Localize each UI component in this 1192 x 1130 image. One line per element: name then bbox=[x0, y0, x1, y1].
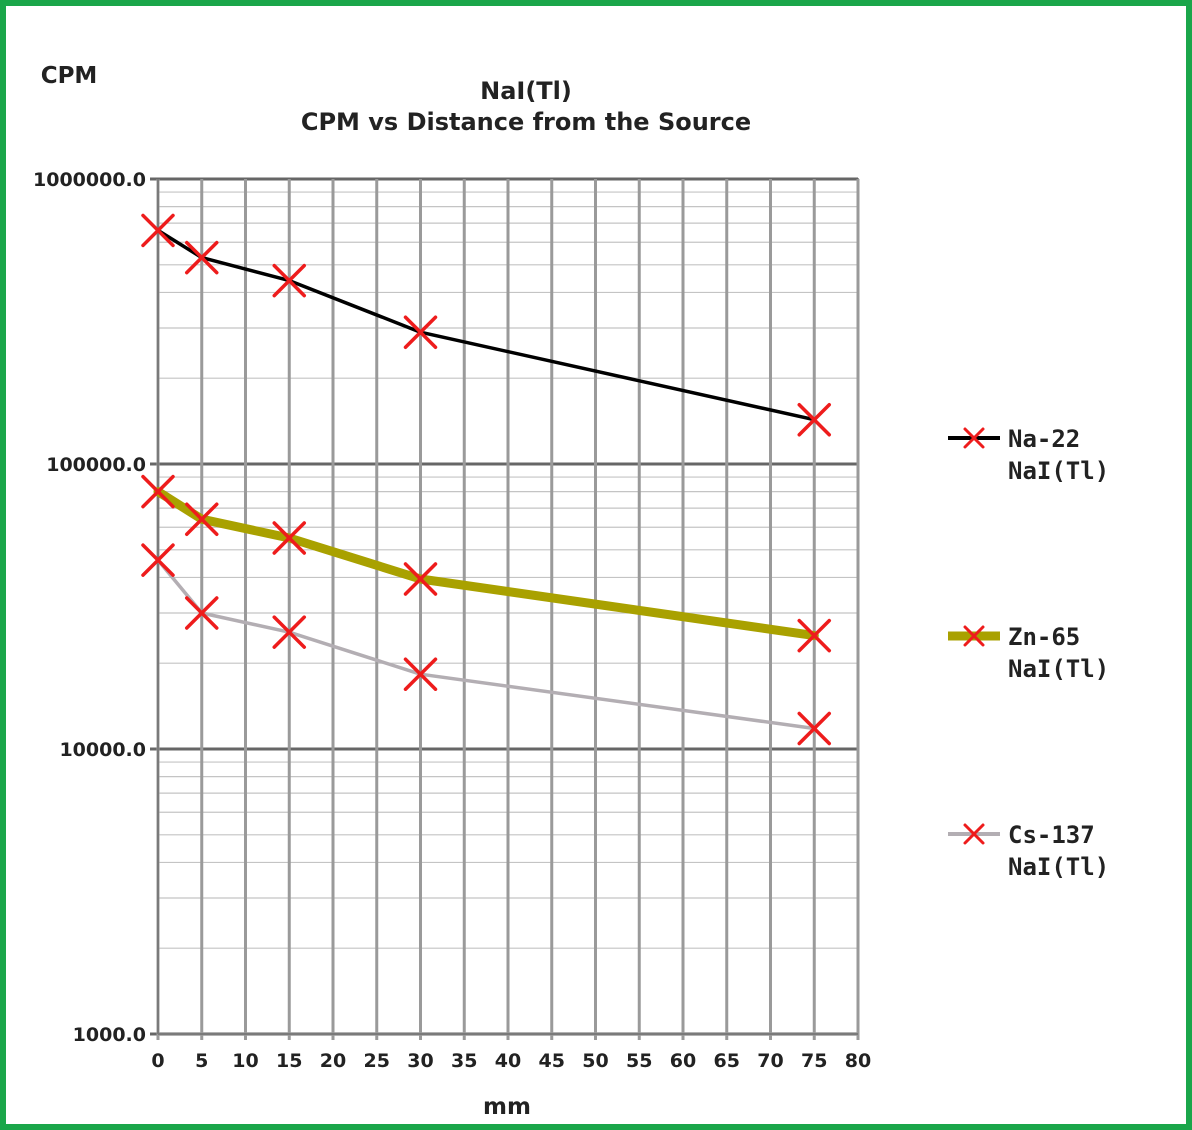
data-point bbox=[141, 213, 175, 248]
data-point bbox=[185, 240, 219, 275]
legend-label: Zn-65 bbox=[1008, 623, 1080, 651]
legend-marker bbox=[963, 823, 985, 845]
legend-label: Cs-137 bbox=[1008, 821, 1095, 849]
legend-sublabel: NaI(Tl) bbox=[1008, 457, 1109, 485]
x-tick-labels: 0 5 10 15 20 25 30 35 40 45 50 55 60 65 70 75 80 bbox=[151, 1050, 871, 1072]
data-point bbox=[141, 543, 175, 577]
marker-stroke bbox=[185, 502, 219, 536]
x-tick-label: 55 bbox=[626, 1050, 652, 1072]
marker-stroke bbox=[185, 240, 219, 275]
marker-stroke bbox=[272, 263, 306, 298]
data-point bbox=[141, 474, 175, 509]
x-tick-label: 10 bbox=[232, 1050, 258, 1072]
legend-item: Zn-65 NaI(Tl) bbox=[948, 623, 1109, 683]
y-axis-label: CPM bbox=[41, 63, 98, 89]
legend-marker bbox=[963, 427, 985, 449]
marker-stroke bbox=[403, 657, 438, 691]
x-tick-label: 60 bbox=[670, 1050, 696, 1072]
x-tick-label: 15 bbox=[276, 1050, 302, 1072]
chart-title: NaI(Tl) bbox=[480, 77, 572, 105]
grid bbox=[150, 177, 860, 1040]
legend-marker bbox=[963, 625, 985, 647]
x-tick-label: 30 bbox=[407, 1050, 433, 1072]
data-point bbox=[185, 502, 219, 536]
y-tick-labels: 1000.0 10000.0 100000.0 1000000.0 bbox=[33, 169, 146, 1046]
x-tick-label: 65 bbox=[714, 1050, 740, 1072]
x-tick-label: 20 bbox=[320, 1050, 346, 1072]
x-tick-label: 45 bbox=[539, 1050, 565, 1072]
data-point bbox=[272, 263, 306, 298]
data-point bbox=[403, 315, 438, 349]
data-point bbox=[797, 402, 831, 437]
marker-stroke bbox=[272, 521, 306, 555]
marker-stroke bbox=[403, 562, 438, 596]
marker-stroke bbox=[141, 213, 175, 248]
legend: Na-22 NaI(Tl) Zn-65 NaI(Tl) Cs-137 NaI(Tl) bbox=[948, 425, 1109, 881]
marker-stroke bbox=[797, 618, 831, 653]
legend-item: Na-22 NaI(Tl) bbox=[948, 425, 1109, 485]
marker-stroke bbox=[963, 625, 985, 647]
x-axis-label: mm bbox=[483, 1094, 531, 1120]
marker-stroke bbox=[797, 711, 831, 746]
x-tick-label: 80 bbox=[845, 1050, 871, 1072]
legend-item: Cs-137 NaI(Tl) bbox=[948, 821, 1109, 881]
data-point bbox=[403, 562, 438, 596]
line-chart: CPM NaI(Tl) CPM vs Distance from the Sou… bbox=[33, 63, 1109, 1120]
chart-subtitle: CPM vs Distance from the Source bbox=[301, 108, 751, 136]
data-point bbox=[272, 521, 306, 555]
x-tick-label: 0 bbox=[151, 1050, 164, 1072]
data-point bbox=[403, 657, 438, 691]
y-tick-label: 10000.0 bbox=[59, 739, 146, 761]
data-point bbox=[272, 615, 306, 649]
x-tick-label: 5 bbox=[195, 1050, 208, 1072]
data-point bbox=[797, 711, 831, 746]
marker-stroke bbox=[141, 474, 175, 509]
x-tick-label: 50 bbox=[582, 1050, 608, 1072]
marker-stroke bbox=[797, 402, 831, 437]
legend-sublabel: NaI(Tl) bbox=[1008, 655, 1109, 683]
marker-stroke bbox=[403, 315, 438, 349]
legend-sublabel: NaI(Tl) bbox=[1008, 853, 1109, 881]
marker-stroke bbox=[272, 615, 306, 649]
marker-stroke bbox=[963, 823, 985, 845]
data-point bbox=[797, 618, 831, 653]
x-tick-label: 70 bbox=[757, 1050, 783, 1072]
marker-stroke bbox=[141, 543, 175, 577]
data-point bbox=[185, 596, 219, 630]
marker-stroke bbox=[185, 596, 219, 630]
data-markers bbox=[141, 213, 831, 746]
axes bbox=[157, 179, 858, 1035]
marker-stroke bbox=[963, 427, 985, 449]
x-tick-label: 75 bbox=[801, 1050, 827, 1072]
x-tick-label: 35 bbox=[451, 1050, 477, 1072]
legend-label: Na-22 bbox=[1008, 425, 1080, 453]
y-tick-label: 100000.0 bbox=[46, 454, 146, 476]
y-tick-label: 1000000.0 bbox=[33, 169, 146, 191]
x-tick-label: 25 bbox=[364, 1050, 390, 1072]
x-tick-label: 40 bbox=[495, 1050, 521, 1072]
y-tick-label: 1000.0 bbox=[73, 1024, 146, 1046]
